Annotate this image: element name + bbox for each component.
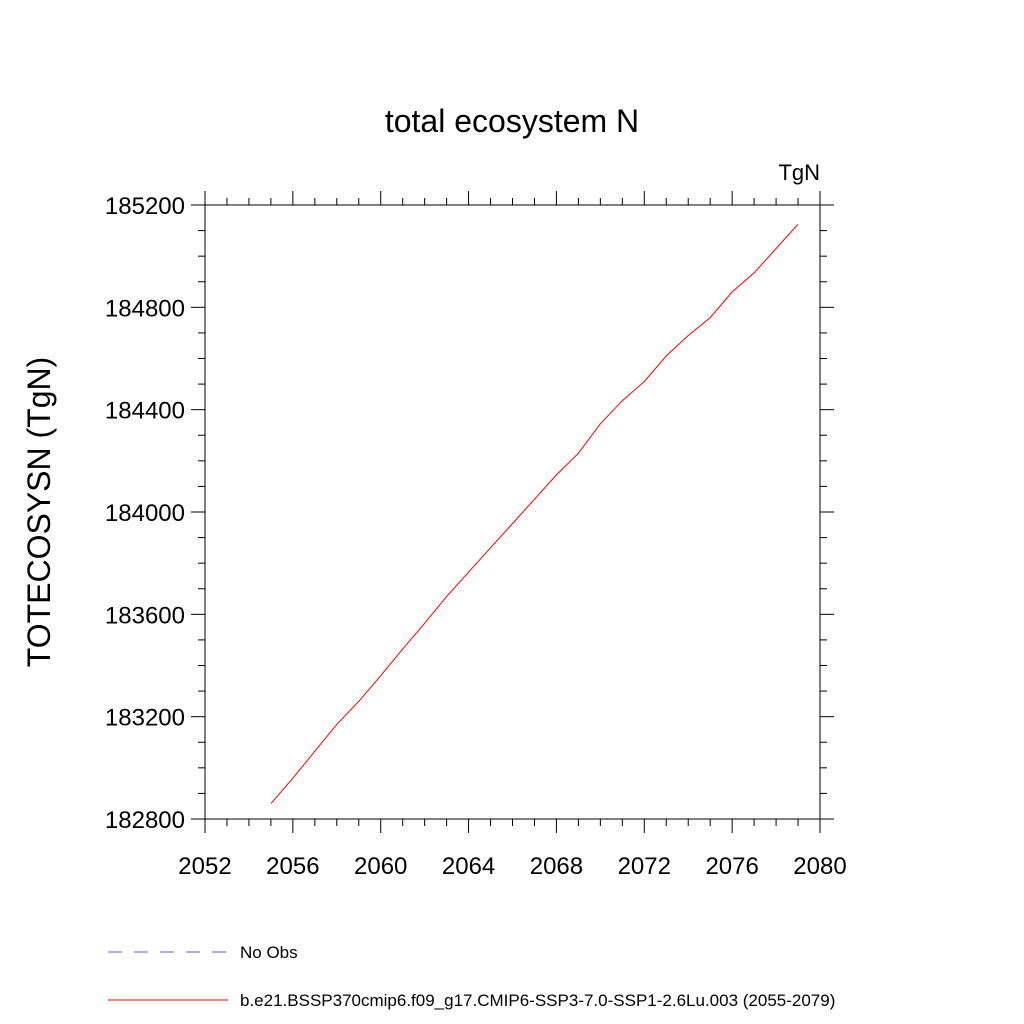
y-tick-label: 184800 (105, 295, 185, 322)
y-axis: 182800 183200 183600 184000 184400 184800 1852… (105, 193, 834, 834)
x-tick-label: 2056 (266, 853, 319, 880)
y-tick-label: 183200 (105, 705, 185, 732)
x-tick-label: 2064 (442, 853, 495, 880)
plot-series (270, 223, 799, 804)
x-tick-label: 2072 (618, 853, 671, 880)
x-tick-label: 2052 (178, 853, 231, 880)
legend: No Obs b.e21.BSSP370cmip6.f09_g17.CMIP6-S… (108, 943, 835, 1010)
y-tick-label: 183600 (105, 602, 185, 629)
y-tick-label: 185200 (105, 193, 185, 220)
series-line-1 (270, 223, 799, 804)
x-tick-label: 2080 (793, 853, 846, 880)
chart-title: total ecosystem N (385, 103, 639, 139)
x-tick-label: 2076 (705, 853, 758, 880)
y-tick-label: 182800 (105, 807, 185, 834)
y-tick-label: 184000 (105, 500, 185, 527)
x-tick-label: 2068 (530, 853, 583, 880)
legend-label-0: No Obs (240, 943, 298, 962)
y-tick-label: 184400 (105, 398, 185, 425)
units-label: TgN (778, 160, 820, 185)
plot-frame (204, 204, 821, 820)
legend-label-1: b.e21.BSSP370cmip6.f09_g17.CMIP6-SSP3-7.… (240, 991, 835, 1010)
y-axis-label: TOTECOSYSN (TgN) (21, 357, 57, 668)
x-tick-label: 2060 (354, 853, 407, 880)
x-axis: 2052 2056 2060 2064 2068 2072 2076 2080 (178, 191, 847, 880)
